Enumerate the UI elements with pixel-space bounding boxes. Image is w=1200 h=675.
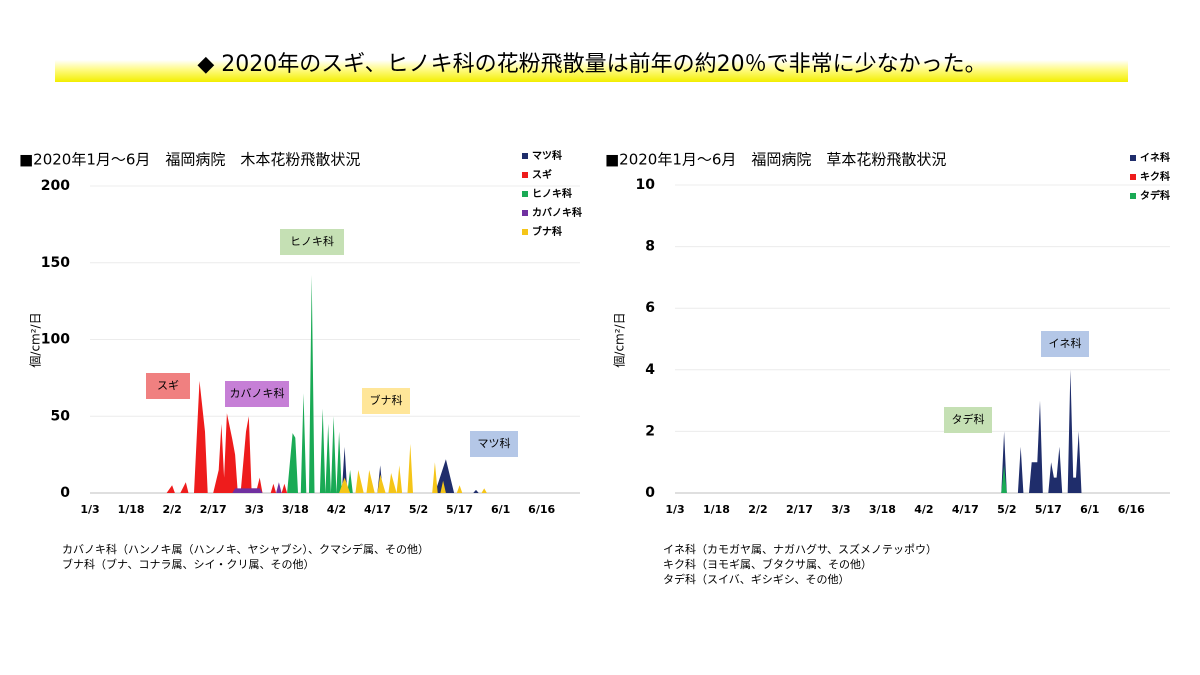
area: [341, 446, 479, 493]
note: イネ科（カモガヤ属、ナガハグサ、スズメノテッポウ）: [663, 542, 937, 556]
legend-label: スギ: [532, 168, 552, 181]
legend-swatch: [522, 191, 528, 197]
chart-title: ■2020年1月～6月 福岡病院 木本花粉飛散状況: [19, 151, 360, 169]
annotation-box: [280, 229, 344, 255]
legend-swatch: [522, 172, 528, 178]
legend-label: カバノキ科: [532, 206, 582, 219]
annotation-box: [944, 407, 992, 433]
y-tick-label: 4: [645, 362, 655, 378]
legend-swatch: [522, 153, 528, 159]
legend-swatch: [1130, 174, 1136, 180]
annotation: カバノキ科: [230, 386, 285, 400]
legend-swatch: [1130, 193, 1136, 199]
y-tick-label: 100: [41, 332, 70, 348]
legend-swatch: [1130, 155, 1136, 161]
x-tick-label: 5/2: [997, 503, 1016, 516]
x-tick-label: 6/1: [1080, 503, 1099, 516]
slide-title: ◆ 2020年のスギ、ヒノキ科の花粉飛散量は前年の約20％で非常に少なかった。: [197, 52, 986, 77]
y-tick-label: 150: [41, 255, 70, 271]
area: [1001, 465, 1007, 493]
legend-label: タデ科: [1140, 189, 1170, 202]
x-tick-label: 3/18: [282, 503, 309, 516]
annotation-box: [1041, 331, 1089, 357]
legend-swatch: [522, 229, 528, 235]
y-tick-label: 200: [41, 178, 70, 194]
y-tick-label: 2: [645, 423, 655, 439]
annotation: ヒノキ科: [290, 234, 334, 248]
x-tick-label: 6/1: [491, 503, 510, 516]
area: [232, 482, 282, 493]
annotation: イネ科: [1049, 336, 1082, 350]
x-tick-label: 1/18: [703, 503, 730, 516]
annotation-box: [362, 388, 410, 414]
x-tick-label: 5/17: [1035, 503, 1062, 516]
x-tick-label: 6/16: [528, 503, 555, 516]
legend-label: イネ科: [1140, 151, 1170, 164]
legend-label: マツ科: [532, 149, 562, 162]
x-tick-label: 3/3: [831, 503, 850, 516]
area: [166, 380, 288, 493]
area: [1001, 369, 1082, 493]
x-tick-label: 2/17: [786, 503, 813, 516]
annotation: スギ: [157, 379, 179, 392]
note: ブナ科（ブナ、コナラ属、シイ・クリ属、その他）: [62, 557, 314, 571]
x-tick-label: 2/2: [748, 503, 767, 516]
x-tick-label: 2/17: [200, 503, 227, 516]
annotation: マツ科: [478, 436, 511, 450]
x-tick-label: 5/17: [446, 503, 473, 516]
area: [287, 275, 353, 493]
y-tick-label: 0: [60, 485, 70, 501]
chart-title: ■2020年1月～6月 福岡病院 草本花粉飛散状況: [605, 151, 946, 169]
y-tick-label: 50: [51, 408, 71, 424]
x-tick-label: 3/3: [245, 503, 264, 516]
y-tick-label: 10: [636, 177, 656, 193]
y-axis-label: 個/cm²/日: [29, 312, 43, 367]
x-tick-label: 1/3: [80, 503, 99, 516]
x-tick-label: 2/2: [162, 503, 181, 516]
x-tick-label: 1/3: [665, 503, 684, 516]
note: タデ科（スイバ、ギシギシ、その他）: [663, 572, 850, 586]
x-tick-label: 4/17: [952, 503, 979, 516]
area: [339, 443, 487, 493]
annotation: タデ科: [952, 412, 985, 426]
x-tick-label: 4/2: [914, 503, 933, 516]
legend-label: ヒノキ科: [532, 187, 572, 200]
y-tick-label: 8: [645, 239, 655, 255]
legend-label: ブナ科: [532, 225, 562, 238]
y-tick-label: 6: [645, 300, 655, 316]
legend-label: キク科: [1140, 170, 1170, 183]
x-tick-label: 5/2: [409, 503, 428, 516]
x-tick-label: 1/18: [118, 503, 145, 516]
annotation: ブナ科: [370, 393, 403, 407]
annotation-box: [146, 373, 190, 399]
note: キク科（ヨモギ属、ブタクサ属、その他）: [663, 557, 872, 571]
title-highlight: [55, 60, 1128, 82]
annotation-box: [470, 431, 518, 457]
x-tick-label: 6/16: [1118, 503, 1145, 516]
y-axis-label: 個/cm²/日: [613, 312, 627, 367]
legend-swatch: [522, 210, 528, 216]
x-tick-label: 4/2: [327, 503, 346, 516]
x-tick-label: 4/17: [364, 503, 391, 516]
annotation-box: [225, 381, 289, 407]
y-tick-label: 0: [645, 485, 655, 501]
x-tick-label: 3/18: [869, 503, 896, 516]
note: カバノキ科（ハンノキ属（ハンノキ、ヤシャブシ）、クマシデ属、その他）: [62, 542, 429, 556]
